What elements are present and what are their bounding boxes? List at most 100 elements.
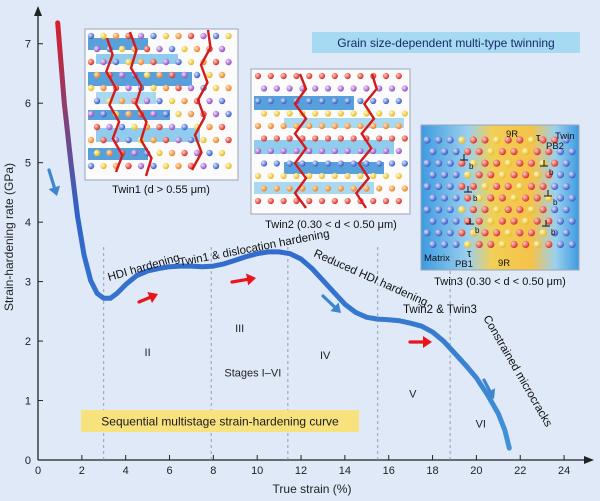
atom: [324, 85, 332, 92]
atom: [344, 97, 351, 105]
atom: [423, 206, 431, 214]
atom: [306, 122, 313, 130]
atom: [212, 110, 220, 118]
atom: [286, 160, 293, 167]
twin3-dislocation-symbols: b b b b b b: [460, 154, 558, 237]
x-tick-label: 12: [295, 465, 307, 477]
atom: [312, 135, 319, 142]
atom: [516, 182, 524, 190]
twin3-inset: b b b b b b Twin 9R τ PB2 Matrix τ PB1 9R Twi…: [420, 124, 580, 288]
y-axis-label: Strain-hardening rate (GPa): [2, 163, 16, 311]
atom: [493, 229, 501, 237]
direction-arrow: [482, 378, 496, 399]
y-tick-label: 6: [25, 98, 31, 110]
atom: [206, 71, 213, 79]
atom: [452, 148, 460, 156]
atom: [118, 97, 126, 105]
annotation-constrained-microcracks: Constrained microcracks: [480, 314, 554, 430]
dislocation-burgers-label: b: [475, 226, 480, 235]
atom: [504, 182, 512, 190]
atom: [539, 182, 547, 190]
atom: [350, 110, 357, 117]
atom: [382, 122, 390, 130]
dislocation-symbol: b: [464, 186, 478, 203]
atom: [225, 136, 232, 144]
atom: [267, 97, 274, 105]
twin2-atoms: [254, 72, 408, 205]
atom: [175, 162, 182, 170]
atom: [225, 110, 232, 118]
atom: [181, 97, 188, 105]
dislocation-symbol: b: [460, 154, 474, 171]
atom: [429, 217, 437, 225]
atom: [125, 162, 132, 170]
footer-label: Sequential multistage strain-hardening c…: [101, 415, 339, 429]
atom: [487, 217, 495, 225]
atom: [429, 171, 437, 179]
arrow-shaft: [482, 378, 492, 393]
atom: [522, 217, 530, 225]
atom: [118, 123, 126, 131]
atom: [200, 162, 207, 170]
atom: [527, 182, 536, 190]
atom: [395, 97, 402, 105]
x-tick-label: 10: [251, 465, 263, 477]
atom: [401, 85, 408, 92]
atom: [280, 122, 287, 130]
atom: [267, 172, 274, 180]
direction-arrow: [137, 291, 158, 304]
atom: [522, 148, 530, 156]
twin1-boundary-line: [190, 29, 212, 171]
twin3-label-tau-top: τ: [536, 132, 541, 144]
atom: [225, 84, 232, 92]
stage-label: II: [145, 347, 151, 359]
atom: [225, 58, 232, 66]
atom: [446, 182, 454, 190]
atom: [280, 147, 287, 155]
atom: [254, 147, 262, 155]
atom: [100, 162, 107, 170]
atom: [318, 147, 326, 155]
atom: [562, 206, 570, 214]
atom: [162, 32, 170, 40]
atom: [175, 136, 182, 144]
atom: [206, 123, 213, 131]
atom: [93, 45, 101, 53]
atom: [218, 97, 226, 105]
atom: [293, 72, 300, 80]
atom: [93, 149, 101, 157]
atom: [293, 197, 300, 205]
atom: [435, 229, 443, 237]
atom: [545, 217, 553, 225]
atom: [435, 159, 443, 167]
atom: [337, 135, 344, 142]
direction-arrow: [321, 294, 341, 313]
atom: [446, 229, 454, 237]
atom: [156, 149, 163, 157]
y-tick-label: 7: [25, 39, 31, 51]
atom: [516, 136, 524, 144]
atom: [510, 171, 518, 179]
atom: [516, 229, 524, 237]
atom: [475, 148, 483, 156]
atom: [260, 160, 268, 167]
atom: [423, 182, 431, 190]
atom: [118, 45, 126, 53]
atom: [162, 58, 170, 66]
twin1-band: [96, 128, 200, 142]
atom: [306, 97, 313, 105]
twin2-caption: Twin2 (0.30 < d < 0.50 μm): [265, 219, 397, 231]
atom: [156, 71, 163, 79]
atom: [181, 45, 188, 53]
atom: [504, 206, 512, 214]
atom: [363, 85, 370, 92]
atom: [267, 122, 274, 130]
atom: [137, 58, 145, 66]
atom: [218, 149, 226, 157]
atom: [218, 71, 226, 79]
atom: [395, 122, 402, 130]
dislocation-burgers-label: b: [549, 168, 554, 177]
atom: [440, 240, 448, 248]
stages-range-label: Stages I–VI: [224, 368, 281, 380]
atom: [388, 160, 396, 167]
